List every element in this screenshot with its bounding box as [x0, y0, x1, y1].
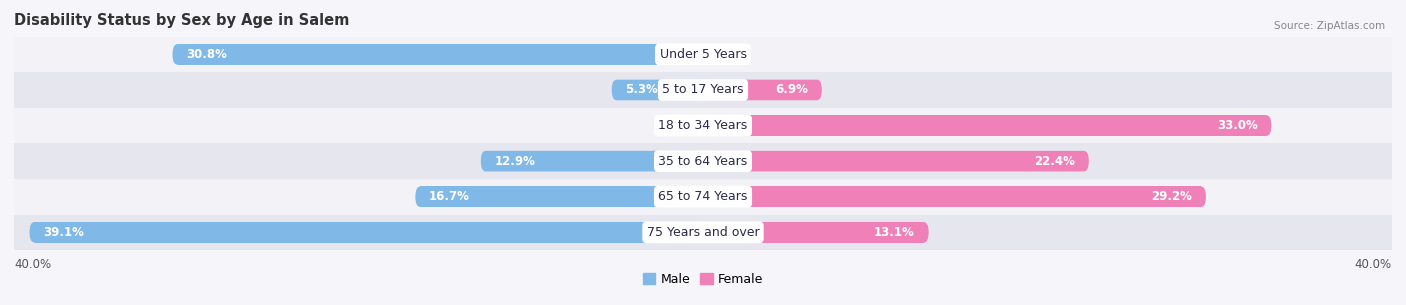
FancyBboxPatch shape	[30, 222, 703, 243]
Text: 16.7%: 16.7%	[429, 190, 470, 203]
FancyBboxPatch shape	[703, 151, 1084, 171]
Text: 13.1%: 13.1%	[875, 226, 915, 239]
Text: 22.4%: 22.4%	[1035, 155, 1076, 168]
Text: 65 to 74 Years: 65 to 74 Years	[658, 190, 748, 203]
Bar	[14, 37, 1392, 72]
Text: 33.0%: 33.0%	[1216, 119, 1257, 132]
Text: 0.0%: 0.0%	[665, 119, 695, 132]
FancyBboxPatch shape	[703, 151, 1088, 171]
FancyBboxPatch shape	[486, 151, 703, 171]
FancyBboxPatch shape	[420, 186, 703, 207]
FancyBboxPatch shape	[703, 80, 817, 100]
FancyBboxPatch shape	[617, 80, 703, 100]
Text: Disability Status by Sex by Age in Salem: Disability Status by Sex by Age in Salem	[14, 13, 350, 28]
FancyBboxPatch shape	[481, 151, 703, 171]
FancyBboxPatch shape	[703, 115, 1271, 136]
Bar	[14, 214, 1392, 250]
Text: Source: ZipAtlas.com: Source: ZipAtlas.com	[1274, 21, 1385, 31]
FancyBboxPatch shape	[703, 186, 1201, 207]
Bar	[14, 108, 1392, 143]
Text: 18 to 34 Years: 18 to 34 Years	[658, 119, 748, 132]
Text: 30.8%: 30.8%	[186, 48, 228, 61]
FancyBboxPatch shape	[703, 222, 928, 243]
Legend: Male, Female: Male, Female	[638, 268, 768, 291]
FancyBboxPatch shape	[703, 115, 1267, 136]
FancyBboxPatch shape	[703, 222, 924, 243]
FancyBboxPatch shape	[35, 222, 703, 243]
Text: 40.0%: 40.0%	[14, 258, 51, 271]
Text: 5 to 17 Years: 5 to 17 Years	[662, 84, 744, 96]
FancyBboxPatch shape	[703, 80, 823, 100]
Text: 0.0%: 0.0%	[711, 48, 741, 61]
Text: 6.9%: 6.9%	[775, 84, 808, 96]
Text: 5.3%: 5.3%	[626, 84, 658, 96]
Bar	[14, 143, 1392, 179]
FancyBboxPatch shape	[415, 186, 703, 207]
FancyBboxPatch shape	[612, 80, 703, 100]
Text: 12.9%: 12.9%	[495, 155, 536, 168]
Bar	[14, 179, 1392, 214]
Text: 29.2%: 29.2%	[1152, 190, 1192, 203]
Text: 40.0%: 40.0%	[1355, 258, 1392, 271]
FancyBboxPatch shape	[173, 44, 703, 65]
FancyBboxPatch shape	[703, 186, 1206, 207]
Text: Under 5 Years: Under 5 Years	[659, 48, 747, 61]
Text: 39.1%: 39.1%	[44, 226, 84, 239]
FancyBboxPatch shape	[177, 44, 703, 65]
Text: 75 Years and over: 75 Years and over	[647, 226, 759, 239]
Bar	[14, 72, 1392, 108]
Text: 35 to 64 Years: 35 to 64 Years	[658, 155, 748, 168]
